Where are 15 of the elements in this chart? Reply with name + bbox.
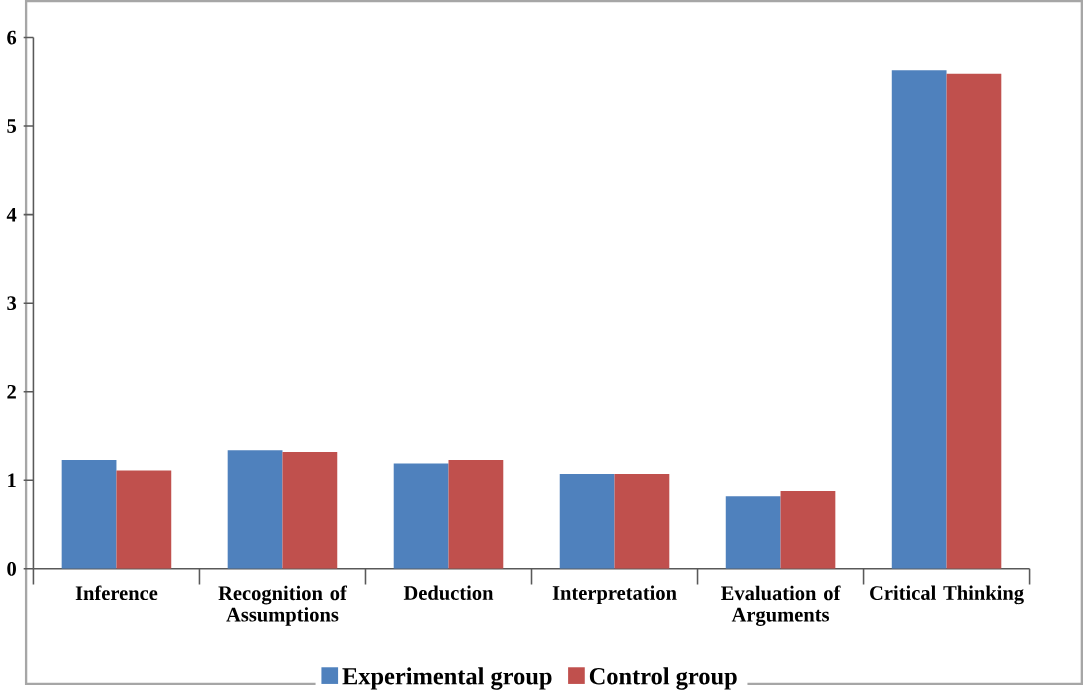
x-tick-label: Interpretation	[552, 585, 677, 605]
x-tick-label: Recognition of Assumptions	[218, 585, 348, 626]
legend-label: Experimental group	[342, 667, 552, 690]
legend-label: Control group	[589, 667, 737, 690]
y-tick-label: 5	[7, 119, 17, 133]
y-tick-label: 0	[7, 561, 16, 576]
x-tick-label: Evaluation of Arguments	[721, 585, 841, 626]
y-tick-label: 2	[7, 384, 16, 399]
y-tick-label: 1	[8, 473, 16, 488]
y-tick-label: 3	[7, 296, 17, 311]
x-tick-label: Critical Thinking	[870, 585, 1024, 605]
y-tick-label: 4	[6, 207, 17, 222]
x-tick-label: Deduction	[403, 585, 494, 600]
y-tick-label: 6	[7, 30, 17, 45]
x-tick-label: Inference	[75, 585, 158, 601]
